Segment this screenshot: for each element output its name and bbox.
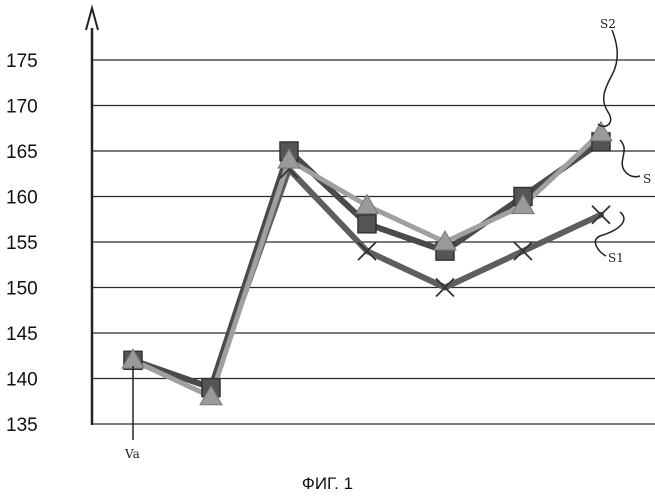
annotation-va: Va bbox=[124, 447, 140, 461]
grid-lines bbox=[92, 60, 655, 424]
data-point-s bbox=[358, 215, 376, 233]
series-line-s bbox=[133, 142, 601, 388]
y-tick-label: 160 bbox=[6, 188, 38, 209]
y-tick-label: 165 bbox=[6, 142, 38, 163]
y-tick-label: 155 bbox=[6, 233, 38, 254]
y-tick-label: 135 bbox=[6, 415, 38, 436]
s2-leader-line bbox=[598, 30, 617, 126]
annotation-s: S bbox=[643, 172, 651, 186]
s-leader-line bbox=[620, 140, 640, 177]
y-axis-arrow-icon bbox=[86, 8, 98, 30]
data-point-s2 bbox=[356, 195, 378, 214]
y-tick-label: 175 bbox=[6, 51, 38, 72]
y-tick-label: 145 bbox=[6, 324, 38, 345]
y-tick-label: 150 bbox=[6, 279, 38, 300]
y-tick-label: 170 bbox=[6, 97, 38, 118]
annotation-s2: S2 bbox=[600, 17, 616, 31]
y-tick-label: 140 bbox=[6, 370, 38, 391]
annotation-s1: S1 bbox=[608, 251, 624, 265]
figure-caption: ФИГ. 1 bbox=[0, 474, 655, 494]
series-line-s2 bbox=[133, 133, 601, 397]
series-lines bbox=[122, 122, 612, 405]
y-tick-labels: 135 140 145 150 155 160 165 170 175 bbox=[6, 51, 38, 436]
